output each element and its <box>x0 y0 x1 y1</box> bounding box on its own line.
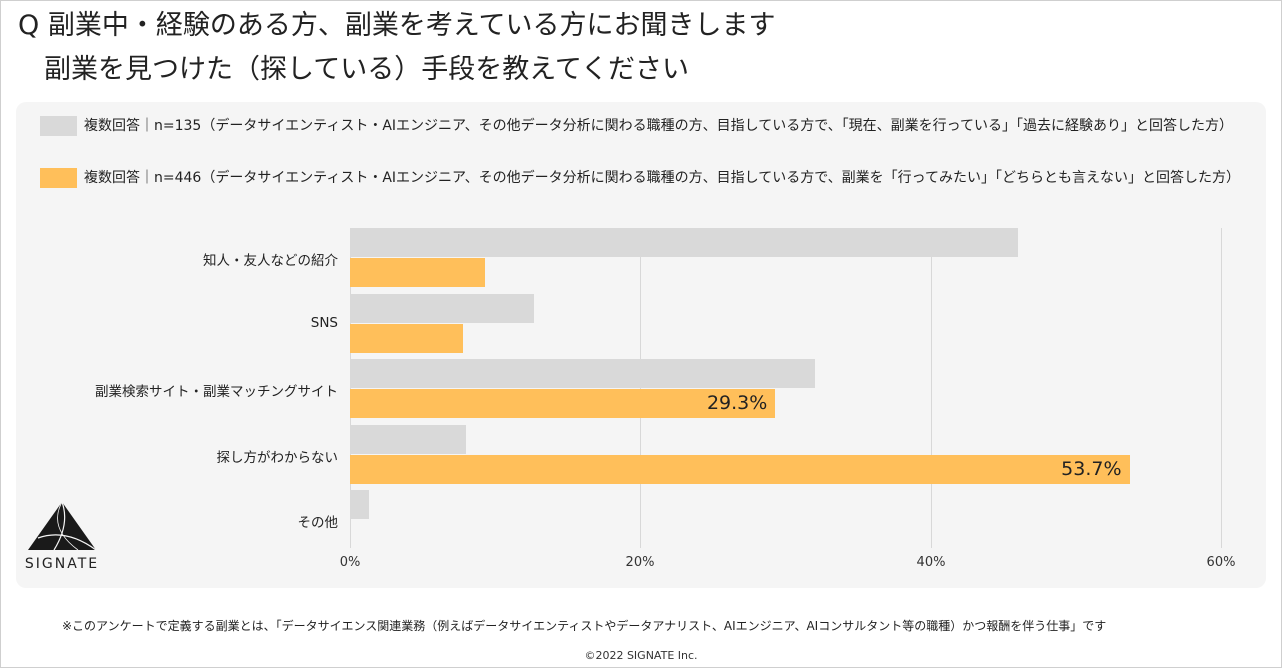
category-label: その他 <box>297 515 339 531</box>
logo-triangle-icon <box>28 501 97 551</box>
bar-n446 <box>350 454 1130 484</box>
gridline <box>931 228 932 548</box>
bar-n135 <box>350 293 535 323</box>
logo-text: SIGNATE <box>24 556 100 572</box>
legend-text-n135: 複数回答｜n=135（データサイエンティスト・AIエンジニア、その他データ分析に… <box>84 118 1233 134</box>
data-label: 53.7% <box>1061 457 1122 480</box>
x-tick-label: 40% <box>916 555 946 570</box>
signate-logo: SIGNATE <box>18 498 106 578</box>
category-label: 知人・友人などの紹介 <box>203 253 338 269</box>
legend-swatch-orange <box>40 168 77 188</box>
page-title: Q 副業中・経験のある方、副業を考えている方にお聞きします 副業を見つけた（探し… <box>18 4 775 92</box>
legend-text-n446: 複数回答｜n=446（データサイエンティスト・AIエンジニア、その他データ分析に… <box>84 170 1240 186</box>
copyright: ©2022 SIGNATE Inc. <box>584 649 698 662</box>
bar-n446 <box>350 323 464 353</box>
gridline <box>1221 228 1222 548</box>
x-tick-label: 60% <box>1206 555 1236 570</box>
bar-n135 <box>350 228 1018 257</box>
footnote: ※このアンケートで定義する副業とは、「データサイエンス関連業務（例えばデータサイ… <box>62 619 1107 633</box>
bar-n135 <box>350 424 467 454</box>
bar-n446 <box>350 389 776 418</box>
title-line-1: Q 副業中・経験のある方、副業を考えている方にお聞きします <box>18 10 776 41</box>
title-line-2: 副業を見つけた（探している）手段を教えてください <box>44 54 690 85</box>
data-label: 29.3% <box>706 392 768 414</box>
gridline <box>350 228 351 548</box>
bar-n135 <box>350 490 369 519</box>
category-label: SNS <box>310 314 338 331</box>
bar-n446 <box>350 258 485 287</box>
x-tick-label: 0% <box>339 555 361 570</box>
category-label: 副業検索サイト・副業マッチングサイト <box>95 384 338 400</box>
gridline <box>640 228 641 548</box>
chart-panel: 複数回答｜n=135（データサイエンティスト・AIエンジニア、その他データ分析に… <box>16 102 1266 588</box>
legend-swatch-gray <box>40 116 77 136</box>
bar-n135 <box>350 359 815 388</box>
x-tick-label: 20% <box>625 555 655 570</box>
category-label: 探し方がわからない <box>216 449 339 466</box>
